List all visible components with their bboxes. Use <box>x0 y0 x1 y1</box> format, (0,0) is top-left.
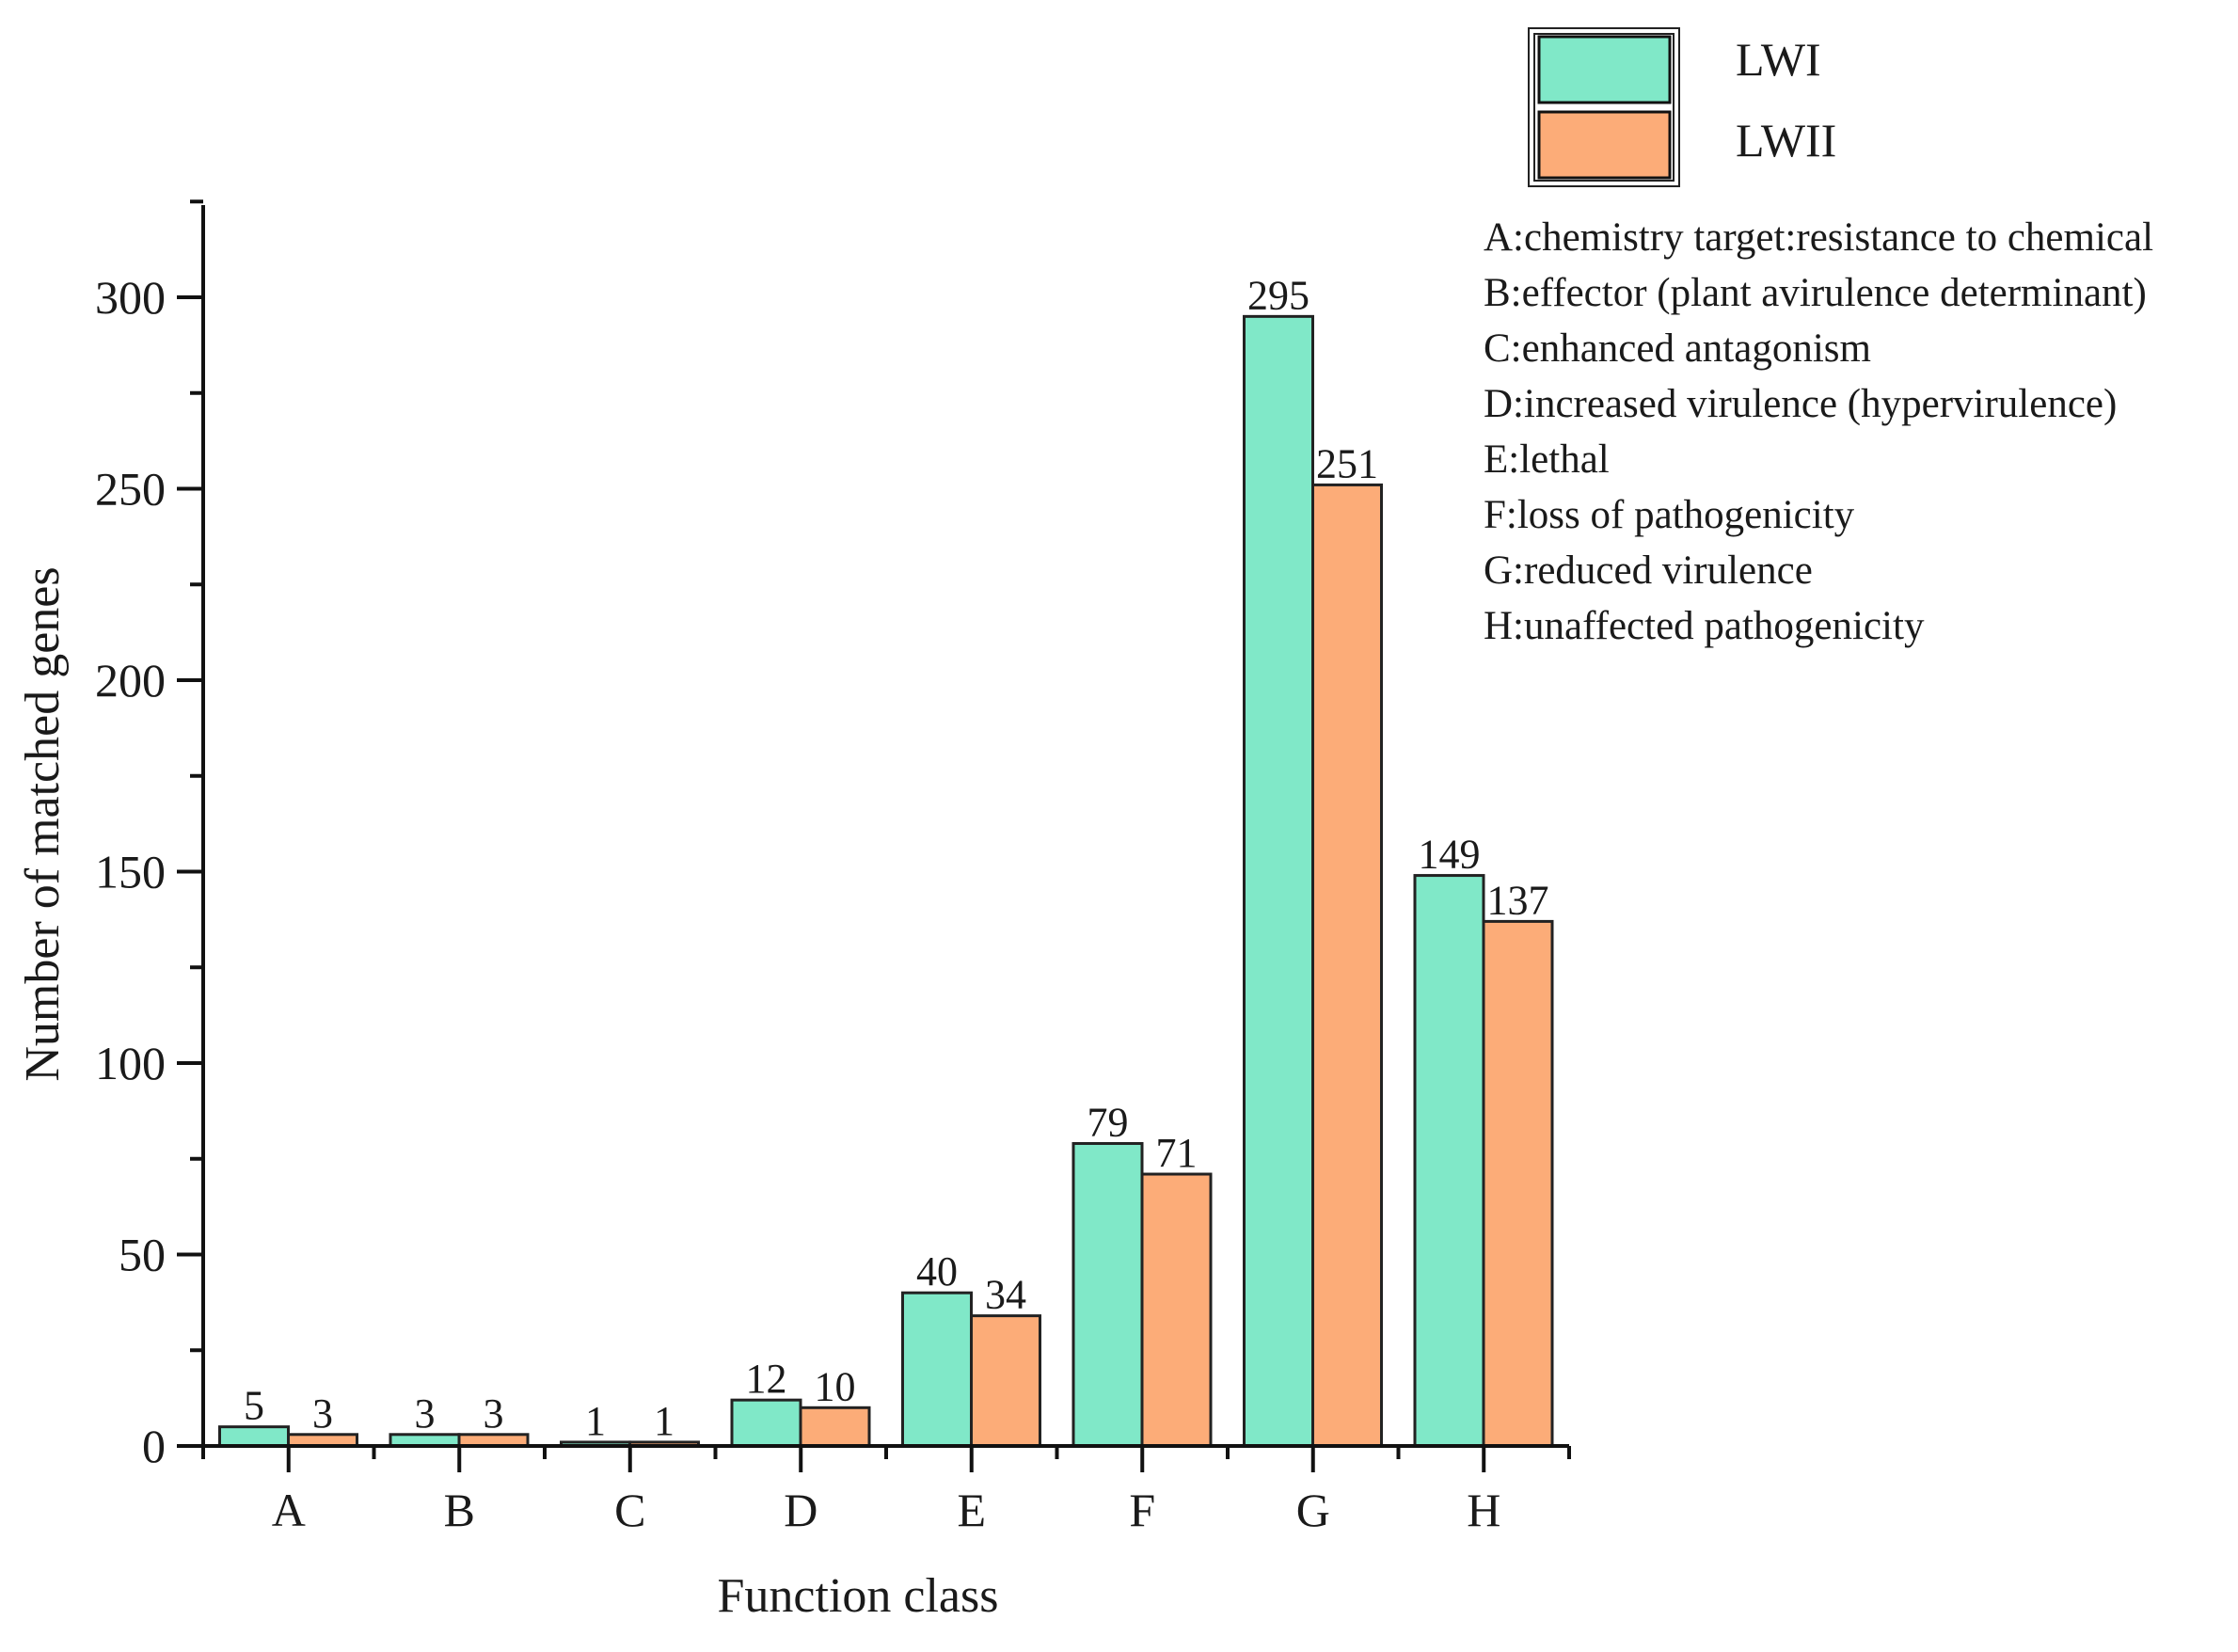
value-label-lwii-h: 137 <box>1487 877 1549 923</box>
bar-lwii-d <box>799 1406 871 1448</box>
legend-label-lwii: LWII <box>1736 114 1836 167</box>
x-tick-label-g: G <box>1296 1484 1330 1536</box>
x-ticks: A B C D E F G H <box>201 1446 1571 1536</box>
value-label-lwi-h: 149 <box>1419 832 1481 878</box>
value-label-lwi-c: 1 <box>585 1398 606 1444</box>
bar-lwi-d <box>730 1398 802 1448</box>
y-tick-label: 100 <box>95 1037 166 1089</box>
legend-swatch-lwii <box>1537 110 1672 180</box>
legend: LWI LWII <box>1528 27 1836 187</box>
y-tick-label: 50 <box>119 1229 166 1281</box>
y-tick-label: 250 <box>95 463 166 516</box>
value-label-lwi-f: 79 <box>1087 1099 1129 1145</box>
value-label-lwii-d: 10 <box>815 1363 856 1409</box>
description-h: H:unaffected pathogenicity <box>1484 604 1925 648</box>
bars-layer <box>218 314 1554 1448</box>
legend-frame <box>1528 27 1680 187</box>
y-tick-label: 300 <box>95 271 166 324</box>
value-label-lwii-a: 3 <box>312 1390 333 1437</box>
value-label-lwi-g: 295 <box>1247 272 1309 318</box>
bar-lwi-h <box>1413 874 1485 1448</box>
description-c: C:enhanced antagonism <box>1484 326 1871 371</box>
bar-lwi-a <box>218 1425 290 1448</box>
description-f: F:loss of pathogenicity <box>1484 493 1855 537</box>
bar-lwi-g <box>1243 314 1314 1448</box>
value-label-lwii-f: 71 <box>1156 1130 1198 1176</box>
value-label-lwi-b: 3 <box>415 1390 436 1437</box>
description-e: E:lethal <box>1484 437 1610 482</box>
description-b: B:effector (plant avirulence determinant… <box>1484 271 2147 315</box>
y-tick-label: 0 <box>142 1420 166 1472</box>
x-tick-label-c: C <box>614 1484 645 1536</box>
value-label-lwii-g: 251 <box>1316 440 1378 486</box>
legend-swatch-lwi <box>1537 35 1672 104</box>
value-label-lwi-d: 12 <box>746 1356 787 1402</box>
y-axis-title: Number of matched genes <box>16 566 70 1081</box>
value-label-lwii-c: 1 <box>654 1398 675 1444</box>
x-tick-label-b: B <box>444 1484 475 1536</box>
bar-lwi-f <box>1071 1141 1144 1448</box>
legend-frame-inner <box>1533 33 1675 182</box>
description-g: G:reduced virulence <box>1484 548 1813 593</box>
y-tick-label: 150 <box>95 846 166 898</box>
bar-lwii-e <box>970 1314 1041 1448</box>
value-label-lwii-b: 3 <box>484 1390 504 1437</box>
y-tick-label: 200 <box>95 654 166 707</box>
x-axis-title: Function class <box>718 1569 999 1623</box>
value-label-lwi-a: 5 <box>244 1383 264 1429</box>
description-d: D:increased virulence (hypervirulence) <box>1484 382 2117 426</box>
bar-lwi-e <box>901 1291 973 1448</box>
x-tick-label-h: H <box>1467 1484 1500 1536</box>
bar-lwii-h <box>1482 919 1554 1448</box>
description-a: A:chemistry target:resistance to chemica… <box>1484 215 2153 260</box>
x-tick-label-a: A <box>272 1484 306 1536</box>
y-ticks: 0 50 100 150 200 250 300 <box>95 199 203 1472</box>
value-label-lwi-e: 40 <box>916 1248 958 1295</box>
x-tick-label-e: E <box>957 1484 986 1536</box>
x-tick-label-d: D <box>784 1484 817 1536</box>
category-descriptions: A:chemistry target:resistance to chemica… <box>1484 215 2153 648</box>
legend-label-lwi: LWI <box>1736 33 1821 86</box>
value-label-lwii-e: 34 <box>985 1272 1026 1318</box>
bar-lwii-g <box>1311 483 1383 1448</box>
bar-lwii-f <box>1140 1172 1213 1448</box>
x-tick-label-f: F <box>1129 1484 1155 1536</box>
